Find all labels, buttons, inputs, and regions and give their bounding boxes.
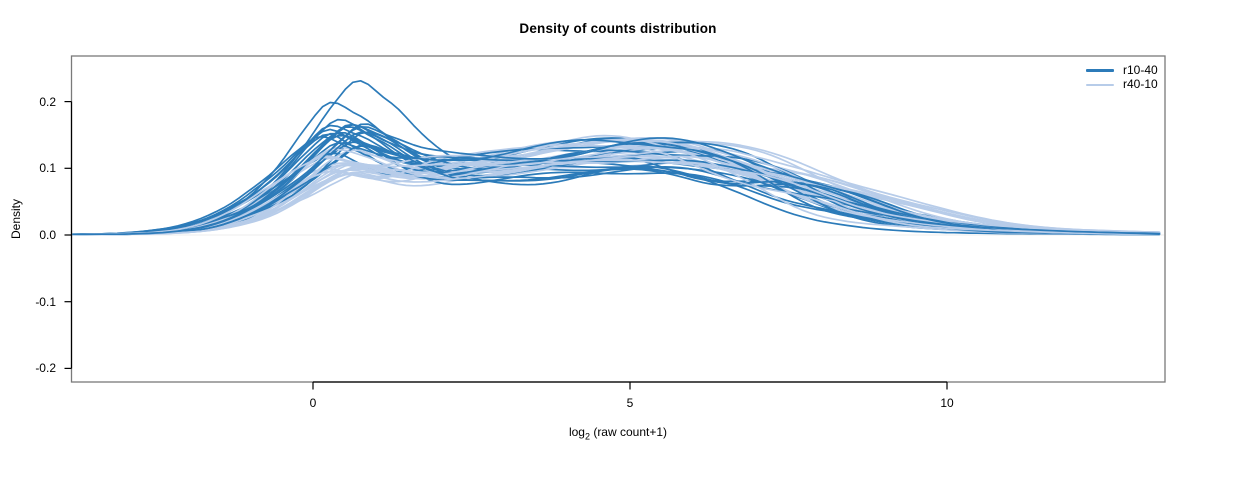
legend-line-icon [1086, 69, 1114, 72]
x-tick-label: 5 [626, 396, 634, 410]
legend-label: r40-10 [1123, 77, 1158, 92]
legend-entry-r10-40: r10-40 [1086, 63, 1158, 78]
x-axis-label: log2 (raw count+1) [568, 425, 668, 442]
density-curve-r40-10 [72, 146, 1161, 236]
y-tick-label: -0.2 [35, 361, 56, 376]
x-tick-label: 0 [309, 396, 317, 410]
curves-layer [72, 79, 1161, 236]
density-curve-r40-10 [72, 147, 1161, 236]
chart-title: Density of counts distribution [519, 21, 717, 36]
y-tick-label: 0.1 [39, 161, 56, 176]
density-curve-r10-40 [72, 125, 1161, 236]
axes [64, 100, 948, 390]
legend-label: r10-40 [1123, 62, 1158, 77]
density-curve-r40-10 [72, 134, 1161, 236]
legend-line-icon [1086, 83, 1114, 86]
density-curve-r10-40 [72, 133, 1161, 236]
y-axis-label: Density [9, 199, 23, 240]
x-tick-label: 10 [940, 396, 954, 410]
legend-entry-r40-10: r40-10 [1086, 78, 1158, 93]
y-tick-label: 0.2 [39, 94, 56, 109]
y-tick-label: 0.0 [39, 228, 56, 242]
y-tick-label: -0.1 [35, 294, 56, 309]
legend: r10-40 r40-10 [1086, 63, 1158, 92]
